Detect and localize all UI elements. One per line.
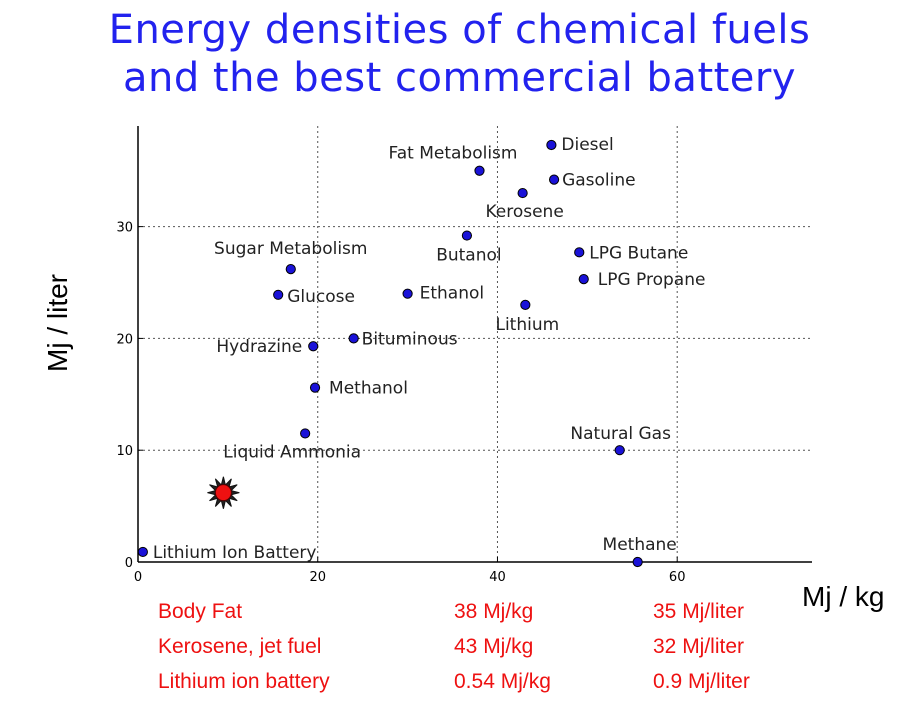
data-point-label: Gasoline: [562, 171, 636, 191]
fuel-volume-density: 32 Mj/liter: [653, 635, 745, 658]
data-point: [402, 288, 413, 299]
data-point: [578, 274, 589, 285]
fuel-name: Lithium ion battery: [158, 670, 330, 693]
fuel-mass-density: 38 Mj/kg: [454, 600, 534, 623]
data-point: [285, 263, 296, 275]
data-point: [548, 174, 560, 185]
data-point-label: Sugar Metabolism: [214, 239, 367, 259]
y-tick-label: 30: [116, 221, 133, 236]
data-point-label: Methane: [603, 535, 677, 555]
data-point: [137, 546, 148, 558]
data-point: [309, 382, 321, 393]
data-point: [546, 139, 557, 151]
data-point-label: Butanol: [436, 246, 501, 266]
fuel-volume-density: 35 Mj/liter: [653, 600, 745, 623]
y-tick-label: 10: [116, 444, 133, 459]
y-tick-label: 20: [116, 332, 133, 347]
data-point: [273, 289, 284, 300]
data-point-label: LPG Butane: [589, 243, 688, 263]
data-point-label: Methanol: [329, 379, 408, 399]
fuel-name: Body Fat: [158, 600, 243, 623]
y-tick-label: 0: [125, 556, 133, 571]
x-tick-label: 0: [134, 570, 142, 585]
chart-title: Energy densities of chemical fuels and t…: [0, 6, 919, 102]
x-tick-label: 40: [489, 570, 506, 585]
data-point: [520, 299, 531, 310]
data-point-label: LPG Propane: [598, 270, 706, 290]
data-point: [474, 165, 485, 176]
data-point: [517, 187, 528, 199]
x-tick-label: 60: [669, 570, 686, 585]
title-line-2: and the best commercial battery: [122, 55, 797, 101]
data-point-label: Fat Metabolism: [389, 144, 518, 164]
fuel-mass-density: 43 Mj/kg: [454, 635, 534, 658]
data-point: [300, 428, 311, 439]
highlight-point: [214, 484, 232, 502]
data-point-label: Lithium: [495, 315, 559, 335]
data-point: [632, 556, 643, 568]
x-tick-label: 20: [309, 570, 326, 585]
data-point-label: Kerosene: [485, 202, 563, 222]
y-axis-label: Mj / liter: [42, 274, 73, 372]
fuel-mass-density: 0.54 Mj/kg: [454, 670, 551, 693]
data-point-label: Liquid Ammonia: [223, 442, 361, 462]
data-point-label: Natural Gas: [570, 424, 671, 444]
data-point-label: Diesel: [561, 135, 613, 155]
data-point: [308, 341, 319, 352]
data-point: [461, 230, 473, 241]
data-point-label: Hydrazine: [216, 337, 302, 357]
x-axis-label: Mj / kg: [802, 581, 885, 612]
data-point: [348, 333, 359, 344]
title-line-1: Energy densities of chemical fuels: [108, 7, 811, 53]
data-point: [574, 247, 585, 258]
data-point-label: Lithium Ion Battery: [153, 543, 317, 563]
data-point: [614, 445, 625, 456]
fuel-volume-density: 0.9 Mj/liter: [653, 670, 750, 693]
data-point-label: Glucose: [287, 287, 355, 307]
fuel-name: Kerosene, jet fuel: [158, 635, 322, 658]
data-point-label: Bituminous: [362, 329, 458, 349]
data-point-label: Ethanol: [420, 284, 485, 304]
